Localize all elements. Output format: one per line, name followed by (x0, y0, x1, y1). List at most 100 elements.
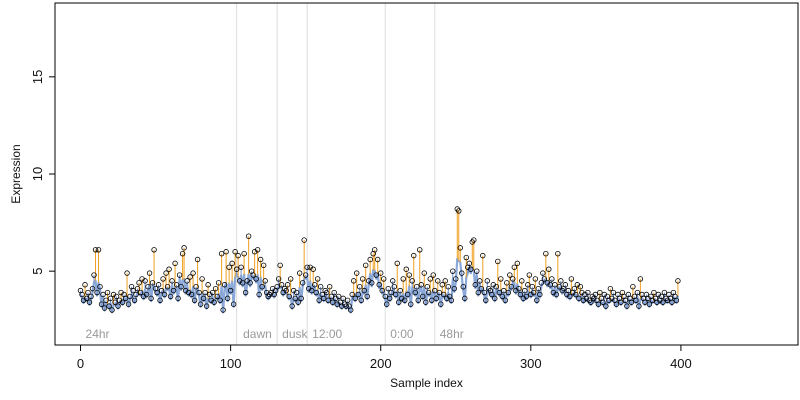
data-point (151, 247, 157, 253)
data-point (149, 280, 156, 286)
data-point (474, 268, 480, 274)
data-point (176, 272, 183, 278)
data-point (343, 303, 349, 309)
data-point (522, 287, 528, 294)
data-point (175, 295, 181, 302)
data-point (257, 256, 264, 263)
data-point (510, 276, 516, 282)
data-point (537, 291, 543, 298)
data-point (376, 282, 382, 288)
data-point (576, 295, 582, 302)
region-label: 24hr (86, 327, 110, 341)
data-point (112, 299, 118, 305)
data-point (478, 285, 484, 292)
data-point (367, 256, 373, 263)
data-point (320, 295, 327, 302)
data-point (134, 285, 141, 292)
data-point (82, 282, 88, 288)
data-point (507, 272, 513, 278)
data-point (190, 270, 196, 276)
data-point (538, 280, 545, 286)
data-point (85, 289, 91, 296)
y-axis-title: Expression (9, 144, 23, 203)
data-point (184, 278, 190, 284)
data-point (137, 289, 144, 296)
data-point (477, 278, 483, 284)
data-point (525, 282, 531, 288)
data-point (660, 299, 666, 305)
data-point (489, 291, 495, 298)
axes: 0 100 200 300 400 5 10 15 (30, 70, 692, 371)
data-point (164, 284, 171, 290)
data-point (607, 285, 614, 292)
data-point (445, 284, 451, 290)
x-tick-label: 100 (220, 356, 242, 371)
data-point (91, 272, 97, 278)
data-point (83, 295, 90, 302)
data-point (88, 293, 94, 300)
data-point (459, 270, 465, 276)
data-point (421, 270, 427, 276)
data-point (573, 291, 579, 298)
data-point (492, 295, 498, 302)
data-point (504, 280, 510, 286)
data-point (158, 287, 165, 294)
data-point (299, 280, 306, 286)
data-point (89, 285, 96, 292)
data-point (505, 289, 512, 296)
data-point (232, 249, 238, 255)
data-point (217, 297, 223, 304)
data-point (301, 237, 307, 243)
data-point (211, 299, 217, 305)
data-point (262, 278, 268, 284)
data-point (415, 297, 421, 304)
data-point (472, 282, 478, 288)
data-point (241, 250, 247, 257)
data-point (453, 276, 459, 282)
data-point (166, 266, 172, 272)
data-point (230, 301, 237, 307)
data-point (391, 284, 397, 290)
data-point (387, 295, 393, 302)
data-point (493, 284, 499, 290)
data-point (275, 276, 282, 282)
data-point (435, 278, 441, 284)
region-label: 48hr (440, 327, 464, 341)
data-point (409, 278, 415, 284)
data-point (250, 272, 256, 278)
data-point (388, 289, 394, 296)
data-point (414, 284, 420, 290)
data-point (595, 301, 602, 307)
y-tick-label: 15 (30, 70, 45, 84)
data-point (375, 256, 381, 263)
y-tick-label: 5 (30, 268, 45, 275)
x-tick-label: 400 (670, 356, 692, 371)
data-point (669, 299, 675, 305)
data-point (457, 245, 463, 251)
data-point (260, 262, 267, 269)
data-point (127, 293, 133, 300)
data-point (200, 295, 207, 302)
data-point (229, 260, 235, 267)
data-point (323, 289, 330, 296)
data-point (558, 278, 564, 284)
data-point (381, 276, 387, 282)
data-point (163, 270, 169, 276)
data-point (349, 291, 355, 298)
data-point (417, 247, 423, 253)
data-point (286, 293, 292, 300)
data-point (107, 295, 114, 302)
data-point (304, 264, 310, 270)
data-point (406, 272, 412, 278)
data-point (540, 270, 546, 276)
data-point (95, 247, 102, 253)
data-point (466, 260, 472, 267)
region-label: 0:00 (390, 327, 414, 341)
data-point (433, 295, 439, 302)
data-point (516, 285, 522, 292)
data-point (136, 280, 142, 286)
data-point (209, 289, 216, 296)
data-point (254, 247, 261, 253)
region-label: dusk (282, 327, 308, 341)
